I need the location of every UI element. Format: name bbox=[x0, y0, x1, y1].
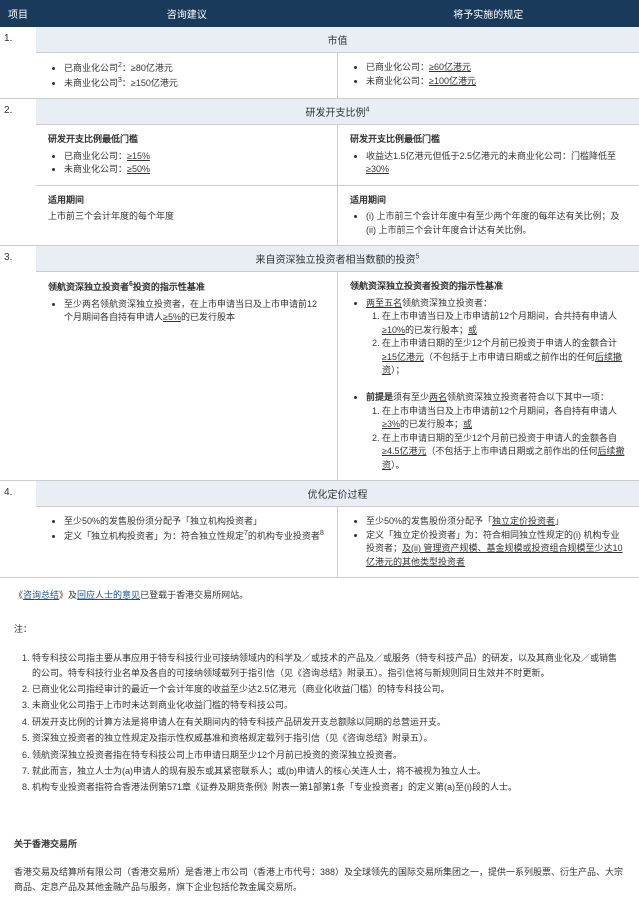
row-2-right-period: 适用期间 (i) 上市前三个会计年度中有至少两个年度的每年达有关比例；及 (ii… bbox=[338, 186, 639, 246]
note-item: 资深独立投资者的独立性规定及指示性权威基准和资格规定载列于指引信（见《咨询总结》… bbox=[32, 731, 625, 745]
row-3-num: 3. bbox=[0, 246, 36, 480]
row-4-right: 至少50%的发售股份须分配予「独立定价投资者」定义「独立定价投资者」为：符合相同… bbox=[338, 507, 639, 577]
row-4-title: 优化定价过程 bbox=[36, 481, 639, 507]
row-2-num: 2. bbox=[0, 99, 36, 245]
r3-block1: 两至五名领航资深独立投资者： 在上市申请当日及上市申请前12个月期间，合共持有申… bbox=[366, 297, 627, 378]
list-item: 未商业化公司3：≥150亿港元 bbox=[64, 76, 325, 91]
list-item: 至少50%的发售股份须分配予「独立定价投资者」 bbox=[366, 515, 627, 529]
about-head: 关于香港交易所 bbox=[14, 837, 625, 851]
row-2-right-thresh: 研发开支比例最低门槛 收益达1.5亿港元但低于2.5亿港元的未商业化公司：门槛降… bbox=[338, 125, 639, 185]
list-item: 定义「独立机构投资者」为：符合独立性规定7的机构专业投资者8 bbox=[64, 529, 325, 544]
row-2-left-period: 适用期间 上市前三个会计年度的每个年度 bbox=[36, 186, 338, 246]
row-4-left: 至少50%的发售股份须分配予「独立机构投资者」定义「独立机构投资者」为：符合独立… bbox=[36, 507, 338, 577]
row-4: 4. 优化定价过程 至少50%的发售股份须分配予「独立机构投资者」定义「独立机构… bbox=[0, 481, 639, 578]
about-section: 关于香港交易所 香港交易及结算所有限公司（香港交易所）是香港上市公司（香港上市代… bbox=[0, 829, 639, 902]
list-item: 收益达1.5亿港元但低于2.5亿港元的未商业化公司：门槛降低至≥30% bbox=[366, 150, 627, 177]
row-2-left-thresh: 研发开支比例最低门槛 已商业化公司：≥15%未商业化公司：≥50% bbox=[36, 125, 338, 185]
list-item: 已商业化公司：≥15% bbox=[64, 150, 325, 164]
notes-label: 注： bbox=[14, 622, 625, 636]
list-item: 未商业化公司：≥50% bbox=[64, 163, 325, 177]
list-item: 已商业化公司2：≥80亿港元 bbox=[64, 61, 325, 76]
note-item: 特专科技公司指主要从事应用于特专科技行业可接纳领域内的科学及／或技术的产品及／或… bbox=[32, 651, 625, 680]
list-item: 在上市申请当日及上市申请前12个月期间，各自持有申请人≥3%的已发行股本；或 bbox=[382, 405, 627, 432]
note-item: 领航资深独立投资者指在特专科技公司上市申请日期至少12个月前已投资的资深独立投资… bbox=[32, 748, 625, 762]
note-item: 未商业化公司指于上市时未达到商业化收益门槛的特专科技公司。 bbox=[32, 698, 625, 712]
r3-block2: 前提是须有至少两名领航资深独立投资者符合以下其中一项： 在上市申请当日及上市申请… bbox=[366, 391, 627, 472]
row-1-left: 已商业化公司2：≥80亿港元未商业化公司3：≥150亿港元 bbox=[36, 53, 338, 98]
list-item: 至少两名领航资深独立投资者，在上市申请当日及上市申请前12个月期间各自持有申请人… bbox=[64, 298, 325, 325]
list-item: 在上市申请日期的至少12个月前已投资于申请人的金额各自≥4.5亿港元（不包括于上… bbox=[382, 432, 627, 473]
list-item: 至少50%的发售股份须分配予「独立机构投资者」 bbox=[64, 515, 325, 529]
note-item: 研发开支比例的计算方法是将申请人在有关期间内的特专科技产品研发开支总额除以同期的… bbox=[32, 715, 625, 729]
row-3-left: 领航资深独立投资者6投资的指示性基准 至少两名领航资深独立投资者，在上市申请当日… bbox=[36, 272, 338, 480]
notes-section: 注： 特专科技公司指主要从事应用于特专科技行业可接纳领域内的科学及／或技术的产品… bbox=[0, 612, 639, 806]
row-1-title: 市值 bbox=[36, 27, 639, 53]
list-item: 在上市申请日期的至少12个月前已投资于申请人的金额合计≥15亿港元（不包括于上市… bbox=[382, 337, 627, 378]
table-header: 项目 咨询建议 将予实施的规定 bbox=[0, 0, 639, 27]
list-item: 未商业化公司：≥100亿港元 bbox=[366, 75, 627, 89]
list-item: (i) 上市前三个会计年度中有至少两个年度的每年达有关比例；及 (ii) 上市前… bbox=[366, 210, 627, 237]
list-item: 在上市申请当日及上市申请前12个月期间，合共持有申请人≥10%的已发行股本；或 bbox=[382, 310, 627, 337]
row-1-num: 1. bbox=[0, 27, 36, 98]
link-consultation[interactable]: 咨询总结 bbox=[23, 590, 59, 600]
header-right: 将予实施的规定 bbox=[338, 0, 639, 27]
row-3-right: 领航资深独立投资者投资的指示性基准 两至五名领航资深独立投资者： 在上市申请当日… bbox=[338, 272, 639, 480]
footer-links: 《咨询总结》及回应人士的意见已登载于香港交易所网站。 bbox=[0, 578, 639, 612]
row-1: 1. 市值 已商业化公司2：≥80亿港元未商业化公司3：≥150亿港元 已商业化… bbox=[0, 27, 639, 99]
about-body: 香港交易及结算所有限公司（香港交易所）是香港上市公司（香港上市代号：388）及全… bbox=[14, 865, 625, 894]
row-1-right: 已商业化公司：≥60亿港元未商业化公司：≥100亿港元 bbox=[338, 53, 639, 98]
note-item: 机构专业投资者指符合香港法例第571章《证券及期货条例》附表一第1部第1条「专业… bbox=[32, 780, 625, 794]
list-item: 定义「独立定价投资者」为：符合相同独立性规定的(i) 机构专业投资者；及(ii)… bbox=[366, 529, 627, 570]
header-left: 咨询建议 bbox=[36, 0, 338, 27]
header-num: 项目 bbox=[0, 0, 36, 27]
list-item: 已商业化公司：≥60亿港元 bbox=[366, 61, 627, 75]
row-4-num: 4. bbox=[0, 481, 36, 577]
row-3: 3. 来自资深独立投资者相当数额的投资5 领航资深独立投资者6投资的指示性基准 … bbox=[0, 246, 639, 481]
note-item: 已商业化公司指经审计的最近一个会计年度的收益至少达2.5亿港元（商业化收益门槛）… bbox=[32, 682, 625, 696]
row-2: 2. 研发开支比例4 研发开支比例最低门槛 已商业化公司：≥15%未商业化公司：… bbox=[0, 99, 639, 246]
link-responses[interactable]: 回应人士的意见 bbox=[77, 590, 140, 600]
note-item: 就此而言，独立人士为(a)申请人的现有股东或其紧密联系人；或(b)申请人的核心关… bbox=[32, 764, 625, 778]
row-3-title: 来自资深独立投资者相当数额的投资5 bbox=[36, 246, 639, 272]
row-2-title: 研发开支比例4 bbox=[36, 99, 639, 125]
